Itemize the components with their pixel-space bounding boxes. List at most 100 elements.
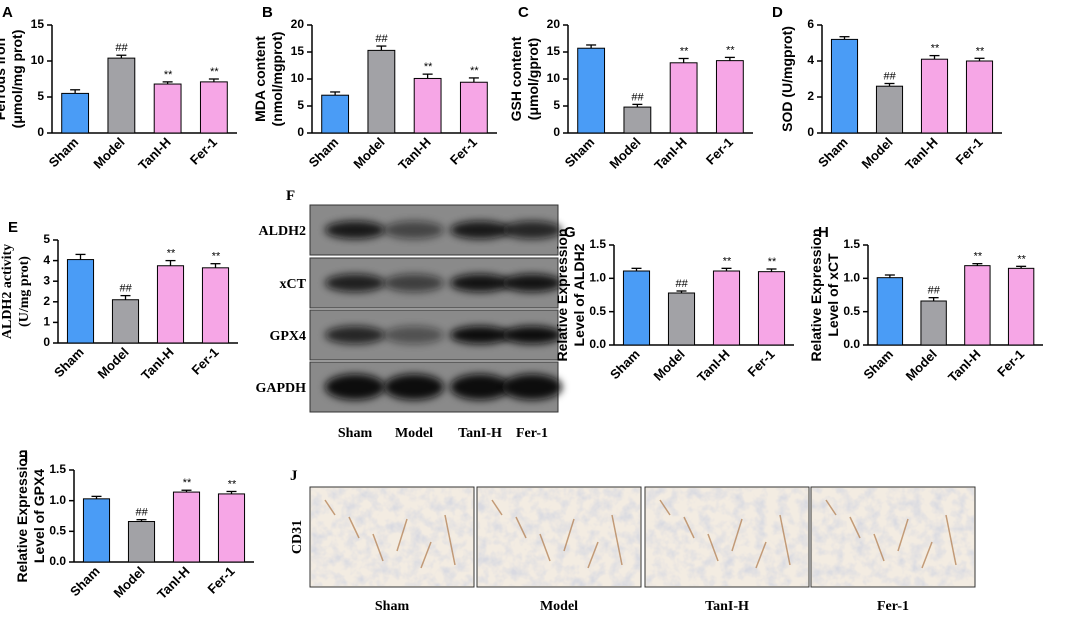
significance-label: ** <box>211 251 220 263</box>
y-tick-label: 0 <box>37 125 44 139</box>
bar <box>172 491 201 563</box>
panel-letter: G <box>564 224 576 241</box>
x-tick-label: Fer-1 <box>187 135 220 168</box>
y-tick-label: 1 <box>43 315 50 329</box>
bar <box>82 498 111 563</box>
vessel <box>348 516 360 539</box>
y-tick-label: 1.5 <box>589 237 606 251</box>
western-blot: F ALDH2 xCT GPX4 GAPDH Sham Model TanI-H Fer-1 <box>255 188 562 441</box>
group-label: Model <box>540 599 578 614</box>
x-tick-label: Sham <box>562 135 598 171</box>
group-label: Fer-1 <box>877 599 909 614</box>
bar <box>622 270 651 346</box>
blot-band <box>325 221 385 239</box>
y-tick-label: 2 <box>43 294 50 308</box>
tissue-texture <box>646 488 808 586</box>
y-tick-label: 5 <box>553 98 560 112</box>
panel-letter: H <box>818 224 829 241</box>
x-tick-label: Fer-1 <box>703 135 736 168</box>
y-axis-label: Relative Expression <box>808 228 824 361</box>
bar <box>964 265 991 346</box>
y-axis-label: Relative Expression <box>14 449 30 582</box>
blot-band <box>502 374 562 400</box>
significance-label: ## <box>883 71 896 83</box>
vessel <box>825 499 837 516</box>
x-tick-label: Fer-1 <box>189 345 222 378</box>
histology: J CD31 Sham Model TanI-H Fer-1 <box>290 468 976 614</box>
y-tick-label: 5 <box>297 98 304 112</box>
y-tick-label: 5 <box>37 89 44 103</box>
panel-letter: F <box>286 188 295 204</box>
vessel <box>779 514 791 566</box>
y-tick-label: 0 <box>297 125 304 139</box>
vessel <box>372 533 384 562</box>
x-tick-label: Model <box>606 135 643 172</box>
y-tick-label: 0 <box>553 125 560 139</box>
vessel <box>707 533 719 562</box>
bar <box>127 521 156 563</box>
bar <box>156 265 185 344</box>
bar <box>965 60 994 134</box>
stain-label: CD31 <box>290 520 305 554</box>
vessel <box>587 541 599 569</box>
bar <box>107 57 136 134</box>
y-axis-label: Ferrous iron <box>0 38 8 120</box>
significance-label: ** <box>166 248 175 260</box>
blot-band <box>450 221 510 239</box>
bar <box>920 300 947 346</box>
x-tick-label: Sham <box>51 345 87 381</box>
vessel <box>897 518 909 552</box>
x-tick-label: Fer-1 <box>447 135 480 168</box>
x-tick-label: TanI-H <box>651 135 690 174</box>
y-tick-label: 10 <box>291 71 305 85</box>
x-tick-label: Fer-1 <box>994 347 1027 380</box>
x-tick-label: Sham <box>815 135 851 171</box>
vessel <box>611 514 623 566</box>
x-tick-label: Sham <box>46 135 82 171</box>
y-tick-label: 15 <box>547 44 561 58</box>
bar <box>667 292 696 346</box>
x-tick-label: TanI-H <box>694 347 733 386</box>
blot-band <box>325 326 385 344</box>
y-tick-label: 0.0 <box>843 337 860 351</box>
significance-label: ** <box>767 256 776 268</box>
y-tick-label: 15 <box>291 44 305 58</box>
bar <box>61 92 90 134</box>
bar <box>66 259 95 344</box>
blot-band <box>450 274 510 292</box>
band-label: GAPDH <box>255 381 306 396</box>
x-tick-label: Model <box>110 564 147 601</box>
group-label: Model <box>395 426 433 441</box>
bar <box>201 267 230 344</box>
blot-band <box>502 274 562 292</box>
tissue-texture <box>478 488 640 586</box>
x-tick-label: Model <box>650 347 687 384</box>
group-label: Sham <box>375 599 410 614</box>
bar <box>321 94 350 134</box>
y-tick-label: 4 <box>807 53 814 67</box>
significance-label: ## <box>375 33 388 45</box>
significance-label: ** <box>227 478 236 490</box>
blot-band <box>384 274 444 292</box>
x-tick-label: Fer-1 <box>205 564 238 597</box>
vessel <box>683 516 695 539</box>
significance-label: ## <box>631 91 644 103</box>
y-tick-label: 0.5 <box>49 524 66 538</box>
x-tick-label: Model <box>903 347 940 384</box>
y-tick-label: 15 <box>31 17 45 31</box>
bar <box>199 81 228 134</box>
vessel <box>659 499 671 516</box>
x-tick-label: Sham <box>306 135 342 171</box>
y-tick-label: 0.5 <box>589 304 606 318</box>
blot-band <box>325 374 385 400</box>
y-axis-label: SOD (U/mgprot) <box>779 26 795 132</box>
significance-label: ## <box>928 285 941 297</box>
vessel <box>420 541 432 569</box>
panel-letter: B <box>262 4 273 21</box>
vessel <box>515 516 527 539</box>
y-tick-label: 0.0 <box>589 337 606 351</box>
y-tick-label: 3 <box>43 273 50 287</box>
y-tick-label: 1.5 <box>843 237 860 251</box>
x-tick-label: Model <box>90 135 127 172</box>
